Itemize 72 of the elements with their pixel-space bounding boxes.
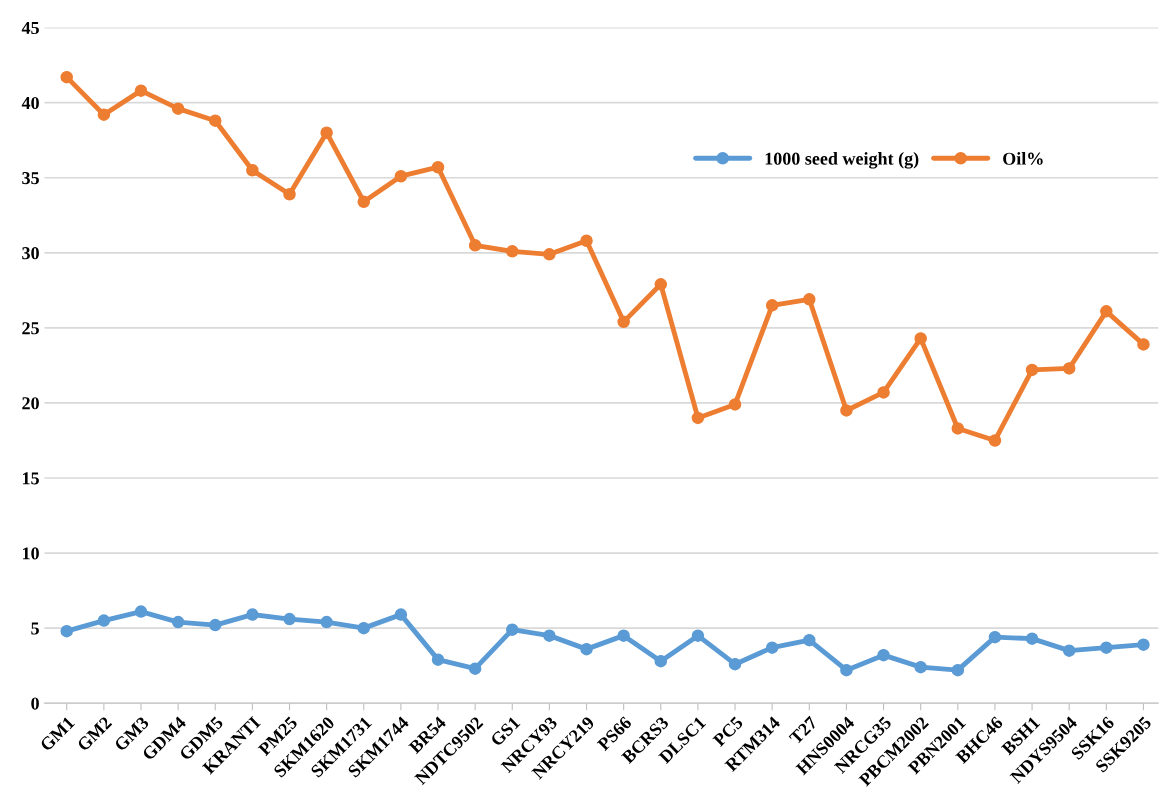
point — [431, 653, 445, 666]
point — [1025, 632, 1039, 645]
point — [914, 660, 927, 674]
point — [283, 612, 296, 626]
point — [1100, 641, 1113, 654]
point — [1137, 638, 1150, 651]
point — [1025, 363, 1039, 377]
point — [1062, 362, 1076, 375]
point — [691, 629, 705, 642]
point — [654, 654, 668, 668]
legend-label: 1000 seed weight (g) — [765, 152, 919, 169]
point — [506, 245, 519, 258]
y-tick-label: 15 — [22, 472, 39, 485]
point — [357, 195, 371, 209]
point — [951, 663, 965, 677]
point — [208, 618, 222, 632]
y-tick-label: 0 — [31, 697, 39, 710]
point — [877, 386, 890, 399]
y-tick-label: 20 — [22, 397, 39, 410]
point — [246, 163, 259, 177]
point — [840, 663, 853, 677]
point — [728, 657, 742, 671]
point — [506, 623, 519, 636]
point — [134, 605, 148, 618]
point — [134, 84, 148, 97]
point — [914, 332, 927, 345]
point — [208, 114, 222, 127]
point — [97, 614, 111, 627]
point — [171, 102, 185, 115]
point — [97, 108, 111, 121]
legend-label: Oil% — [1003, 152, 1043, 165]
point — [320, 615, 333, 629]
point — [728, 398, 742, 411]
y-tick-label: 45 — [21, 21, 39, 35]
point — [877, 648, 890, 662]
point — [580, 642, 593, 656]
y-tick-label: 35 — [22, 172, 39, 185]
point — [691, 411, 705, 425]
point — [765, 299, 779, 312]
point — [803, 293, 816, 306]
point — [1137, 338, 1150, 351]
point — [765, 641, 779, 654]
point — [60, 70, 73, 84]
point — [580, 234, 593, 248]
point — [617, 315, 630, 329]
y-tick-label: 5 — [31, 622, 39, 635]
point — [357, 621, 371, 635]
y-tick-label: 30 — [22, 247, 39, 260]
y-tick-label: 40 — [21, 96, 39, 110]
point — [320, 126, 333, 139]
point — [617, 629, 630, 642]
y-tick-label: 25 — [22, 322, 39, 335]
point — [246, 608, 259, 621]
point — [1100, 305, 1113, 318]
point — [468, 239, 482, 252]
point — [951, 422, 965, 435]
point — [394, 608, 408, 621]
point — [543, 248, 556, 261]
point — [283, 188, 296, 201]
point — [988, 434, 1002, 447]
point — [803, 633, 816, 647]
point — [840, 404, 853, 417]
point — [654, 278, 668, 291]
point — [171, 615, 185, 629]
point — [988, 630, 1002, 644]
point — [394, 169, 408, 183]
y-tick-label: 10 — [22, 547, 39, 560]
point — [468, 662, 482, 675]
point — [60, 624, 73, 638]
point — [431, 160, 445, 174]
point — [1062, 644, 1076, 657]
point — [543, 629, 556, 642]
